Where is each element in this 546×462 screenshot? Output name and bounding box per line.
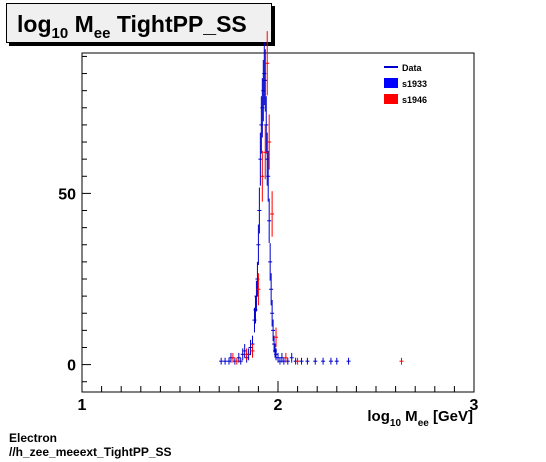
x-tick-label: 2 bbox=[274, 397, 283, 414]
x-tick-label: 3 bbox=[470, 397, 479, 414]
svg-text:log10 Mee [GeV]: log10 Mee [GeV] bbox=[367, 408, 473, 429]
data-point bbox=[274, 327, 279, 347]
title-box: log10 Mee TightPP_SS bbox=[6, 3, 272, 43]
data-point bbox=[257, 187, 262, 234]
footer: Electron //h_zee_meeext_TightPP_SS bbox=[9, 431, 172, 459]
data-point bbox=[266, 150, 271, 202]
data-point bbox=[289, 352, 294, 363]
data-point bbox=[270, 299, 275, 327]
data-point bbox=[267, 114, 272, 170]
data-point bbox=[244, 348, 249, 361]
x-axis: 1 2 3 bbox=[78, 381, 479, 414]
data-point bbox=[223, 357, 228, 365]
data-point bbox=[240, 348, 245, 361]
footer-line-2: //h_zee_meeext_TightPP_SS bbox=[9, 445, 172, 459]
y-tick-label: 0 bbox=[67, 358, 76, 375]
footer-line-1: Electron bbox=[9, 431, 58, 445]
data-point bbox=[334, 357, 339, 365]
legend-label: s1946 bbox=[402, 95, 427, 105]
title-rest1: M bbox=[68, 11, 94, 37]
data-point bbox=[227, 357, 231, 365]
legend-swatch bbox=[384, 94, 398, 104]
data-point bbox=[270, 191, 275, 237]
data-point bbox=[313, 357, 318, 365]
legend-label: Data bbox=[402, 63, 423, 73]
data-point bbox=[328, 357, 333, 365]
data-point bbox=[265, 31, 270, 96]
title-rest2: TightPP_SS bbox=[110, 11, 246, 37]
data-point bbox=[274, 348, 279, 361]
data-point bbox=[260, 150, 265, 202]
data-point bbox=[256, 224, 261, 266]
legend: Data s1933 s1946 bbox=[384, 63, 427, 105]
data-point bbox=[250, 344, 255, 358]
data-point bbox=[242, 344, 247, 358]
x-tick-label: 1 bbox=[78, 397, 87, 414]
data-points bbox=[219, 31, 404, 365]
data-point bbox=[248, 339, 253, 356]
data-point bbox=[285, 357, 290, 365]
data-point bbox=[263, 125, 268, 180]
data-point bbox=[321, 357, 326, 365]
title-sub2: ee bbox=[94, 25, 111, 42]
data-point bbox=[230, 352, 235, 363]
data-point bbox=[263, 49, 268, 112]
data-point bbox=[269, 273, 274, 306]
data-point bbox=[264, 96, 269, 154]
data-point bbox=[258, 132, 263, 186]
data-point bbox=[267, 198, 272, 243]
title-main: log bbox=[17, 11, 52, 37]
data-point bbox=[238, 357, 243, 365]
data-point bbox=[399, 357, 404, 365]
y-axis: 0 50 bbox=[58, 55, 91, 383]
data-point bbox=[299, 357, 304, 365]
data-point bbox=[256, 273, 261, 306]
legend-label: s1933 bbox=[402, 79, 427, 89]
legend-swatch bbox=[384, 78, 398, 88]
data-point bbox=[219, 357, 224, 365]
data-point bbox=[305, 357, 310, 365]
data-point bbox=[283, 352, 288, 363]
y-tick-label: 50 bbox=[58, 186, 76, 203]
data-point bbox=[281, 357, 286, 365]
x-axis-label: log10 Mee [GeV] bbox=[367, 408, 473, 429]
data-point bbox=[268, 243, 273, 281]
svg-text:log10 Mee TightPP_SS: log10 Mee TightPP_SS bbox=[17, 11, 247, 42]
data-point bbox=[234, 357, 239, 365]
data-point bbox=[277, 357, 282, 365]
data-point bbox=[346, 357, 351, 365]
chart-title: log10 Mee TightPP_SS bbox=[17, 11, 247, 42]
data-point bbox=[295, 357, 300, 365]
title-sub: 10 bbox=[52, 25, 69, 42]
data-point bbox=[271, 319, 276, 342]
